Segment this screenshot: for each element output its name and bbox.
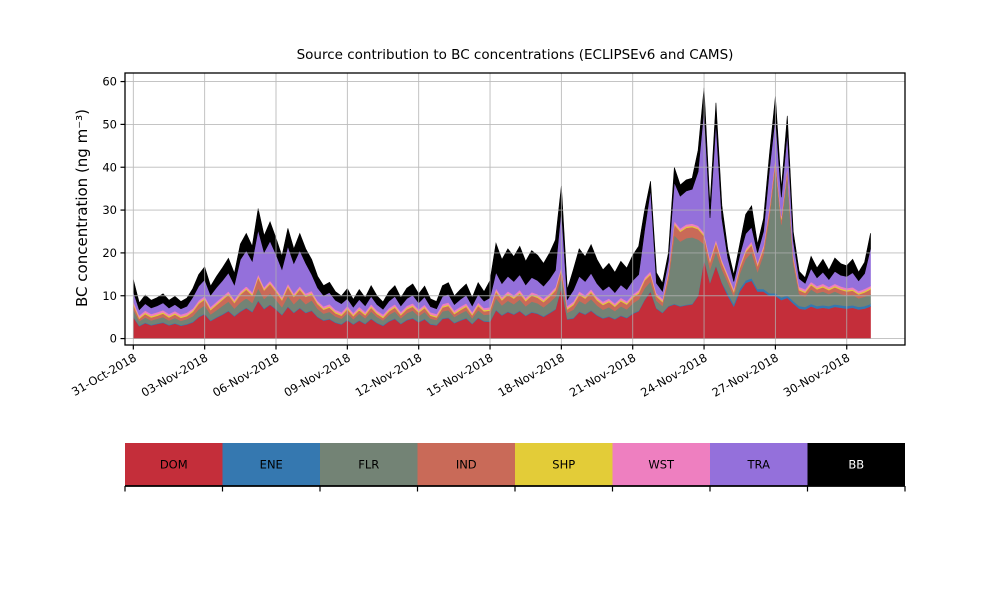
y-tick-label: 40	[102, 160, 117, 174]
legend-item-ENE	[222, 443, 320, 486]
y-tick-label: 60	[102, 75, 117, 89]
y-tick-label: 50	[102, 117, 117, 131]
legend-label-IND: IND	[456, 458, 477, 472]
legend-item-FLR	[320, 443, 418, 486]
x-tick-label: 21-Nov-2018	[567, 350, 638, 399]
legend-label-WST: WST	[648, 458, 675, 472]
legend-label-TRA: TRA	[747, 458, 771, 472]
legend-item-WST	[612, 443, 710, 486]
y-tick-label: 10	[102, 289, 117, 303]
x-tick-label: 31-Oct-2018	[69, 350, 139, 398]
y-tick-label: 20	[102, 246, 117, 260]
x-tick-label: 24-Nov-2018	[638, 350, 709, 399]
legend-item-SHP	[515, 443, 613, 486]
x-tick-label: 09-Nov-2018	[281, 350, 352, 399]
x-tick-label: 18-Nov-2018	[495, 350, 566, 399]
chart-title: Source contribution to BC concentrations…	[296, 47, 734, 63]
legend-label-DOM: DOM	[160, 458, 188, 472]
x-tick-label: 15-Nov-2018	[424, 350, 495, 399]
y-tick-label: 30	[102, 203, 117, 217]
legend-label-FLR: FLR	[358, 458, 379, 472]
y-tick-label: 0	[110, 332, 117, 346]
legend-label-SHP: SHP	[552, 458, 575, 472]
x-tick-label: 30-Nov-2018	[781, 350, 852, 399]
plot-areas	[133, 87, 871, 339]
legend-item-IND	[417, 443, 515, 486]
plot-spines	[124, 72, 906, 346]
legend-label-BB: BB	[848, 458, 864, 472]
plot-grid	[125, 73, 905, 345]
axis-tick-labels: 0 10 20 30 40 50 60 31-Oct-2018 03-Nov-2018 06-No…	[69, 75, 852, 400]
area-BB	[133, 87, 871, 311]
legend-item-BB	[807, 443, 905, 486]
legend-label-ENE: ENE	[260, 458, 283, 472]
x-tick-label: 27-Nov-2018	[710, 350, 781, 399]
legend: DOM ENE FLR IND SHP WST TRA BB	[124, 443, 906, 492]
x-tick-label: 12-Nov-2018	[353, 350, 424, 399]
legend-item-DOM	[125, 443, 223, 486]
legend-item-TRA	[710, 443, 808, 486]
y-axis-label: BC concentration (ng m⁻³)	[73, 109, 91, 307]
x-tick-label: 06-Nov-2018	[210, 350, 281, 399]
x-tick-label: 03-Nov-2018	[139, 350, 210, 399]
axis-ticks	[120, 80, 848, 350]
